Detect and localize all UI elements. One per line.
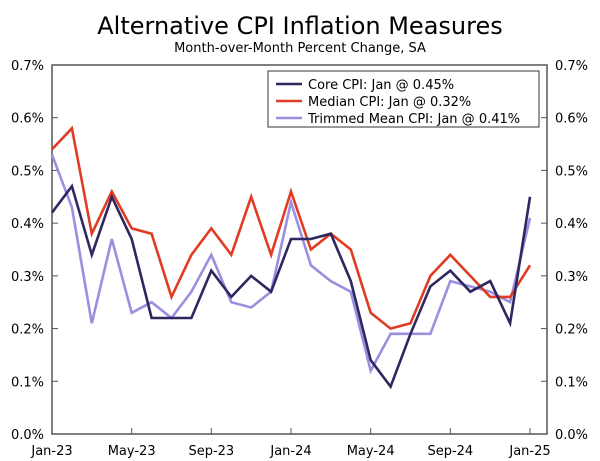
- x-tick-label: May-24: [347, 444, 395, 459]
- series-line: [50, 154, 532, 375]
- y-tick-label-left: 0.2%: [11, 323, 44, 338]
- x-tick-label: Sep-23: [188, 444, 234, 459]
- y-tick-label-right: 0.1%: [555, 375, 588, 390]
- series-line: [51, 125, 532, 331]
- chart-title: Alternative CPI Inflation Measures: [97, 12, 502, 40]
- plot-frame: [51, 64, 548, 435]
- chart-subtitle: Month-over-Month Percent Change, SA: [174, 41, 426, 56]
- y-tick-label-right: 0.2%: [555, 323, 588, 338]
- legend: Core CPI: Jan @ 0.45% Median CPI: Jan @ 0…: [267, 70, 540, 128]
- y-tick-label-left: 0.5%: [11, 164, 44, 179]
- y-tick-label-right: 0.5%: [555, 164, 588, 179]
- legend-label: Median CPI: Jan @ 0.32%: [308, 95, 471, 110]
- y-tick-label-left: 0.6%: [11, 112, 44, 127]
- y-tick-label-right: 0.7%: [555, 59, 588, 74]
- y-tick-label-left: 0.4%: [11, 217, 44, 232]
- x-tick-label: Sep-24: [427, 444, 473, 459]
- y-tick-label-right: 0.4%: [555, 217, 588, 232]
- y-tick-label-left: 0.3%: [11, 270, 44, 285]
- legend-label: Trimmed Mean CPI: Jan @ 0.41%: [307, 112, 520, 127]
- y-tick-label-left: 0.7%: [11, 59, 44, 74]
- y-tick-label-left: 0.0%: [11, 428, 44, 443]
- x-tick-label: Jan-23: [30, 444, 72, 459]
- x-tick-label: Jan-24: [269, 444, 311, 459]
- y-tick-label-right: 0.3%: [555, 270, 588, 285]
- x-tick-label: Jan-25: [508, 444, 550, 459]
- y-tick-label-left: 0.1%: [11, 375, 44, 390]
- legend-box: [267, 70, 540, 128]
- legend-label: Core CPI: Jan @ 0.45%: [308, 78, 454, 93]
- x-tick-label: May-23: [108, 444, 156, 459]
- y-tick-label-right: 0.6%: [555, 112, 588, 127]
- series-line: [50, 183, 532, 390]
- y-tick-label-right: 0.0%: [555, 428, 588, 443]
